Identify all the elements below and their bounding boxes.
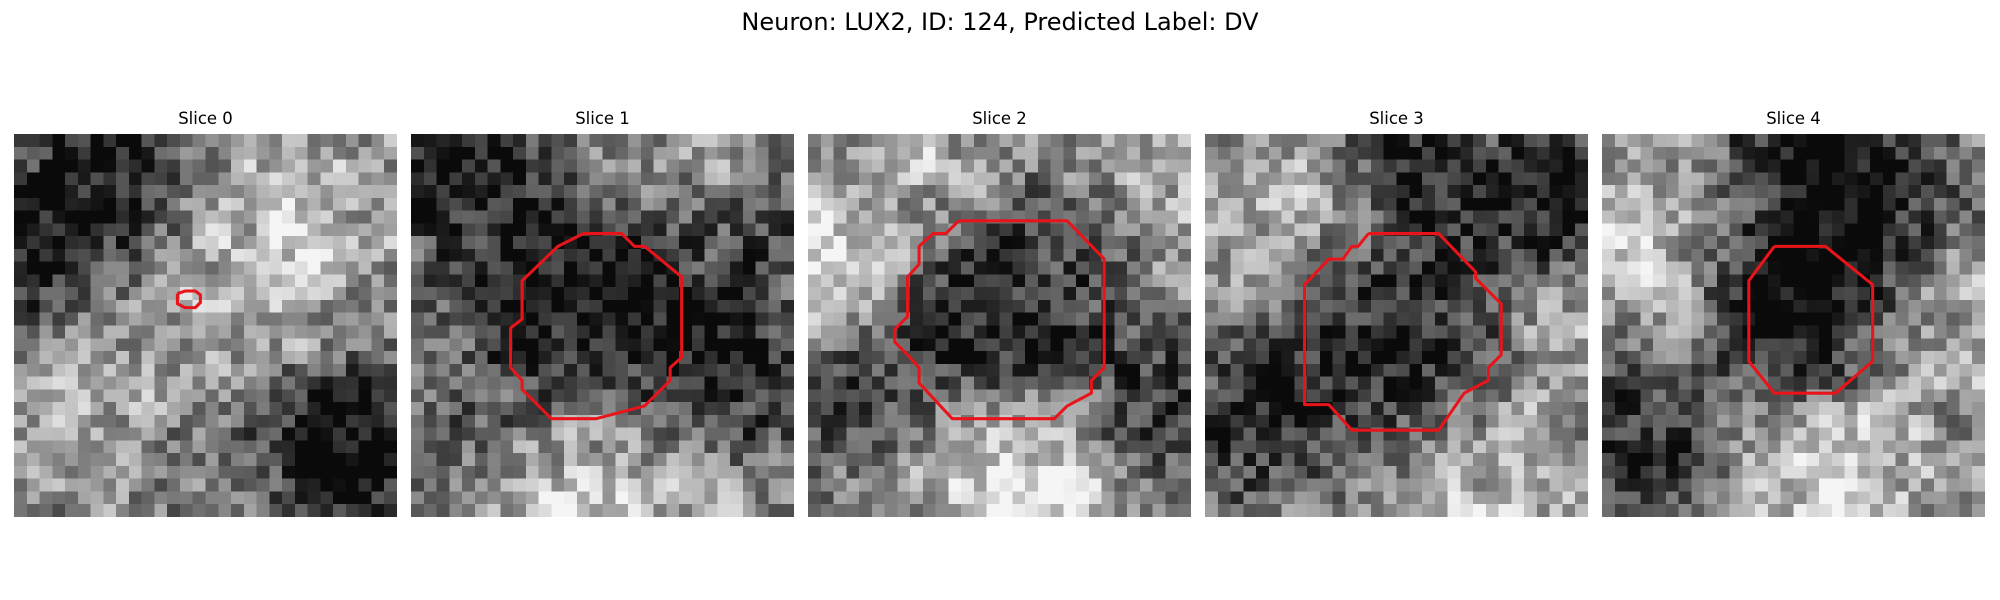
slice-image bbox=[808, 134, 1191, 517]
slice-image-frame bbox=[1602, 134, 1985, 517]
figure-title: Neuron: LUX2, ID: 124, Predicted Label: … bbox=[741, 8, 1259, 36]
outline-path bbox=[893, 219, 1106, 421]
segmentation-outline bbox=[1747, 244, 1875, 395]
slice-panel-4: Slice 4 bbox=[1602, 108, 1985, 517]
slice-panel-1: Slice 1 bbox=[411, 108, 794, 517]
slice-title: Slice 0 bbox=[178, 109, 233, 128]
outline-path bbox=[509, 232, 684, 421]
segmentation-outline bbox=[893, 219, 1106, 421]
outline-path bbox=[1747, 244, 1875, 395]
slice-panel-3: Slice 3 bbox=[1205, 108, 1588, 517]
slice-image-frame bbox=[808, 134, 1191, 517]
slice-image bbox=[1205, 134, 1588, 517]
slice-title: Slice 4 bbox=[1766, 109, 1821, 128]
slice-image bbox=[1602, 134, 1985, 517]
slice-image-frame bbox=[14, 134, 397, 517]
slice-panel-0: Slice 0 bbox=[14, 108, 397, 517]
segmentation-outline bbox=[509, 232, 684, 421]
outline-path bbox=[1303, 232, 1503, 432]
slice-image bbox=[14, 134, 397, 517]
segmentation-outline bbox=[175, 289, 202, 310]
outline-path bbox=[175, 289, 202, 310]
slice-panel-2: Slice 2 bbox=[808, 108, 1191, 517]
slice-title: Slice 3 bbox=[1369, 109, 1424, 128]
slice-image-frame bbox=[1205, 134, 1588, 517]
slice-image-frame bbox=[411, 134, 794, 517]
slice-title: Slice 2 bbox=[972, 109, 1027, 128]
segmentation-outline bbox=[1303, 232, 1503, 432]
slice-image bbox=[411, 134, 794, 517]
slice-title: Slice 1 bbox=[575, 109, 630, 128]
